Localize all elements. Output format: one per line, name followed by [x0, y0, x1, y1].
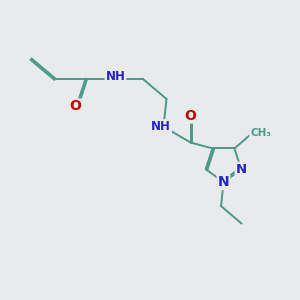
Text: NH: NH: [151, 120, 171, 133]
Text: CH₃: CH₃: [250, 128, 271, 139]
Text: O: O: [184, 109, 196, 122]
Text: NH: NH: [106, 70, 125, 83]
Text: O: O: [69, 100, 81, 113]
Text: N: N: [236, 163, 247, 176]
Text: N: N: [218, 175, 229, 189]
